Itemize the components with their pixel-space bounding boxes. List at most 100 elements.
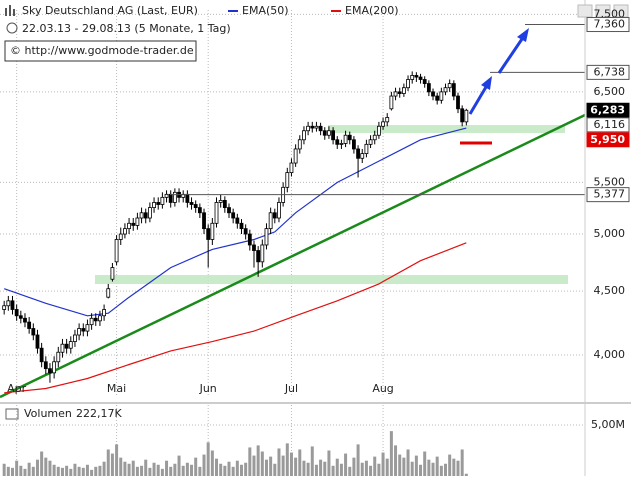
volume-bar [435, 456, 439, 476]
candle-body [23, 317, 27, 323]
level-box [586, 64, 630, 80]
volume-bar [369, 465, 373, 476]
candle-body [451, 83, 456, 97]
clock-icon [6, 22, 18, 34]
candle-body [210, 222, 215, 240]
volume-bar [223, 465, 227, 476]
volume-bar [156, 464, 160, 476]
candle-body [264, 228, 269, 246]
candle-body [139, 212, 144, 219]
candle-body [156, 202, 161, 205]
candle-body [185, 193, 190, 203]
candle-body [435, 95, 440, 101]
level-box [586, 117, 630, 133]
candle-body [147, 207, 152, 219]
legend-label: EMA(200) [345, 4, 399, 17]
candle-body [347, 134, 352, 141]
candle-body [73, 334, 77, 342]
trend-line [0, 113, 586, 399]
volume-bar [19, 465, 23, 476]
volume-bar [377, 463, 381, 476]
volume-bar [327, 450, 331, 476]
volume-bar [219, 463, 223, 476]
candle-body [2, 305, 7, 310]
volume-bar [314, 464, 318, 476]
candle-body [297, 139, 302, 150]
candle-body [289, 162, 294, 174]
candle-body [239, 222, 244, 230]
volume-bar [69, 468, 73, 476]
volume-bar [60, 467, 64, 476]
volume-bar [419, 464, 423, 476]
volume-bar [40, 451, 44, 476]
volume-bar [123, 461, 127, 476]
candle-body [376, 125, 381, 136]
volume-bar [206, 442, 210, 476]
volume-bar [48, 460, 52, 476]
level-box [586, 187, 630, 203]
volume-bar [277, 448, 281, 476]
volume-bar [65, 465, 69, 476]
candle-body [285, 172, 290, 188]
candle-body [202, 212, 206, 230]
chart-subtitle: 22.03.13 - 29.08.13 (5 Monate, 1 Tag) [22, 22, 231, 35]
candle-body [277, 202, 281, 219]
volume-bar [302, 460, 306, 476]
candle-body [218, 200, 223, 203]
candle-body [118, 233, 123, 240]
candle-body [231, 212, 236, 219]
candle-body [27, 321, 32, 329]
candle-body [127, 222, 131, 230]
candle-body [85, 324, 90, 332]
volume-bar [177, 455, 181, 476]
level-box [586, 132, 630, 148]
volume-bar [289, 452, 293, 476]
volume-bar [102, 461, 106, 476]
candle-body [93, 317, 98, 322]
candle-body [235, 217, 240, 224]
volume-bar [119, 457, 123, 476]
x-tick-label: Aug [372, 382, 393, 395]
y-tick-label: 5,500 [594, 175, 626, 188]
candle-body [439, 91, 444, 101]
level-label: 6,283 [590, 103, 625, 116]
volume-bar [148, 467, 152, 476]
volume-bar [431, 462, 435, 476]
volume-bar [448, 454, 452, 476]
marks [2, 24, 585, 476]
candle-body [401, 87, 406, 94]
candle-body [152, 202, 156, 208]
candle-body [52, 361, 57, 374]
candle-body [247, 233, 252, 246]
volume-bar [256, 445, 260, 476]
candle-body [102, 309, 106, 317]
volume-bar [169, 466, 173, 476]
level-label: 6,116 [594, 118, 626, 131]
candle-body [322, 130, 327, 136]
volume-bar [348, 466, 352, 476]
candle-body [426, 83, 431, 93]
volume-bar [131, 460, 135, 476]
volume-bar [269, 456, 273, 476]
candle-body [64, 343, 69, 349]
candle-body [331, 130, 335, 141]
volume-bar [6, 466, 10, 476]
candle-body [339, 143, 344, 145]
candle-body [39, 347, 44, 363]
candle-body [81, 328, 86, 332]
volume-bar [319, 459, 323, 476]
volume-bar [294, 457, 298, 476]
candle-body [310, 125, 315, 129]
candle-body [131, 222, 136, 226]
volume-bar [444, 463, 448, 476]
volume-bar [360, 462, 364, 476]
volume-bar [394, 445, 398, 476]
volume-bar [298, 449, 302, 476]
candle-body [443, 87, 448, 93]
x-tick-label: Jun [199, 382, 217, 395]
candle-body [302, 130, 306, 141]
volume-bar [364, 460, 368, 476]
volume-bar [252, 455, 256, 476]
volume-bar [306, 462, 310, 476]
